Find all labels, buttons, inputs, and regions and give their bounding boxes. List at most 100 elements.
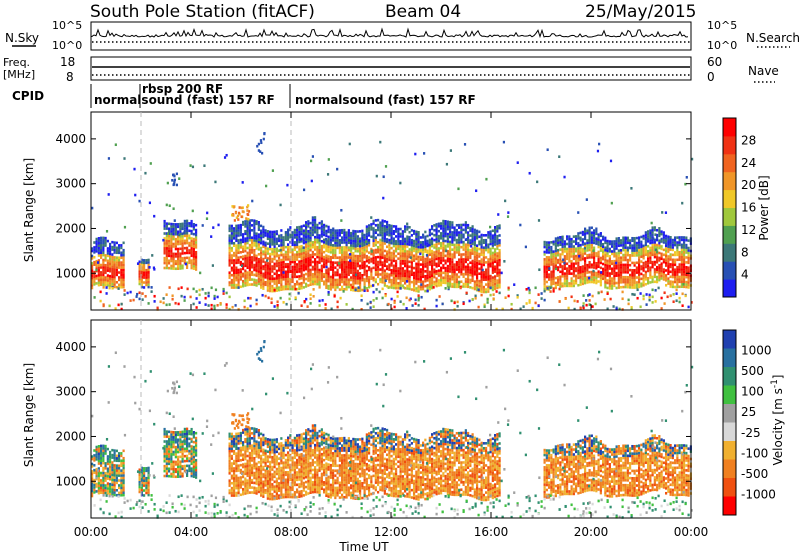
power-cell: [435, 284, 438, 288]
power-cell: [489, 235, 492, 238]
power-cell: [621, 297, 624, 301]
power-cell: [368, 258, 371, 262]
power-cell: [420, 295, 423, 299]
power-cell: [325, 256, 328, 260]
power-cell: [174, 230, 177, 234]
power-cell: [372, 249, 375, 252]
power-cell: [476, 281, 479, 284]
power-cell: [257, 260, 260, 264]
power-cell: [431, 274, 434, 278]
power-cell: [608, 240, 611, 243]
power-cell: [399, 300, 402, 303]
power-cell: [165, 234, 168, 238]
power-cell: [100, 244, 103, 247]
power-cell: [559, 260, 562, 264]
power-cell: [379, 258, 382, 261]
power-cell: [399, 279, 402, 283]
power-cell: [446, 257, 449, 261]
power-cell: [462, 265, 465, 269]
power-cell: [442, 232, 445, 235]
power-cell: [422, 263, 425, 266]
power-cell: [559, 240, 562, 244]
power-cell: [630, 187, 633, 190]
power-cell: [289, 277, 292, 281]
power-cell: [405, 307, 408, 310]
power-cell: [291, 287, 294, 291]
power-cell: [431, 281, 434, 285]
power-cell: [471, 264, 474, 268]
power-cell: [106, 252, 109, 255]
power-cell: [458, 283, 461, 286]
power-cell: [671, 265, 674, 269]
power-cell: [408, 282, 411, 286]
range-tick-label: 4000: [55, 132, 86, 146]
power-cell: [246, 234, 249, 237]
power-cell: [350, 288, 353, 292]
power-cell: [399, 264, 402, 268]
power-cell: [422, 273, 425, 276]
power-cell: [615, 254, 618, 258]
power-cell: [347, 253, 350, 257]
power-cell: [579, 253, 582, 257]
power-cell: [561, 242, 564, 246]
power-cell: [244, 269, 247, 273]
power-cell: [401, 272, 404, 275]
power-cell: [669, 263, 672, 266]
power-cell: [97, 273, 100, 277]
power-cell: [179, 259, 182, 263]
power-cell: [440, 251, 443, 255]
power-cell: [685, 251, 688, 254]
power-cell: [487, 236, 490, 239]
power-cell: [374, 270, 377, 274]
power-cell: [413, 247, 416, 250]
power-cell: [426, 244, 429, 248]
power-cell: [115, 251, 118, 255]
power-cell: [624, 256, 627, 259]
power-cell: [381, 251, 384, 255]
power-cell: [635, 276, 638, 279]
power-cell: [111, 248, 114, 251]
power-cell: [204, 296, 207, 300]
power-cell: [269, 230, 272, 234]
power-cell: [341, 265, 344, 269]
power-cell: [271, 260, 274, 263]
power-cell: [595, 271, 598, 275]
power-cell: [386, 284, 389, 288]
power-cell: [469, 271, 472, 274]
power-cell: [492, 297, 495, 301]
power-cell: [667, 265, 670, 268]
power-cell: [478, 272, 481, 276]
power-cell: [424, 277, 427, 281]
power-cell: [487, 270, 490, 274]
power-cell: [280, 243, 283, 247]
power-cell: [660, 296, 663, 300]
power-cell: [195, 250, 198, 254]
power-cell: [469, 266, 472, 269]
power-cell: [674, 251, 677, 254]
power-cell: [320, 244, 323, 248]
power-cell: [408, 250, 411, 254]
power-cell: [253, 268, 256, 272]
power-cell: [431, 267, 434, 270]
power-cell: [581, 270, 584, 273]
power-cell: [577, 246, 580, 250]
power-cell: [622, 275, 625, 279]
power-cell: [334, 266, 337, 269]
power-cell: [667, 277, 670, 280]
power-cell: [611, 245, 614, 248]
power-cell: [588, 233, 591, 237]
power-cell: [363, 251, 366, 254]
power-cell: [275, 289, 278, 292]
power-cell: [257, 149, 260, 152]
power-cell: [656, 268, 659, 271]
power-cell: [444, 227, 447, 231]
power-cell: [99, 290, 102, 294]
power-cell: [592, 249, 595, 253]
power-cell: [262, 240, 265, 244]
power-cell: [237, 268, 240, 272]
power-cell: [93, 246, 96, 249]
power-cell: [446, 274, 449, 278]
power-cell: [613, 277, 616, 280]
power-cell: [584, 244, 587, 248]
power-cell: [685, 273, 688, 277]
